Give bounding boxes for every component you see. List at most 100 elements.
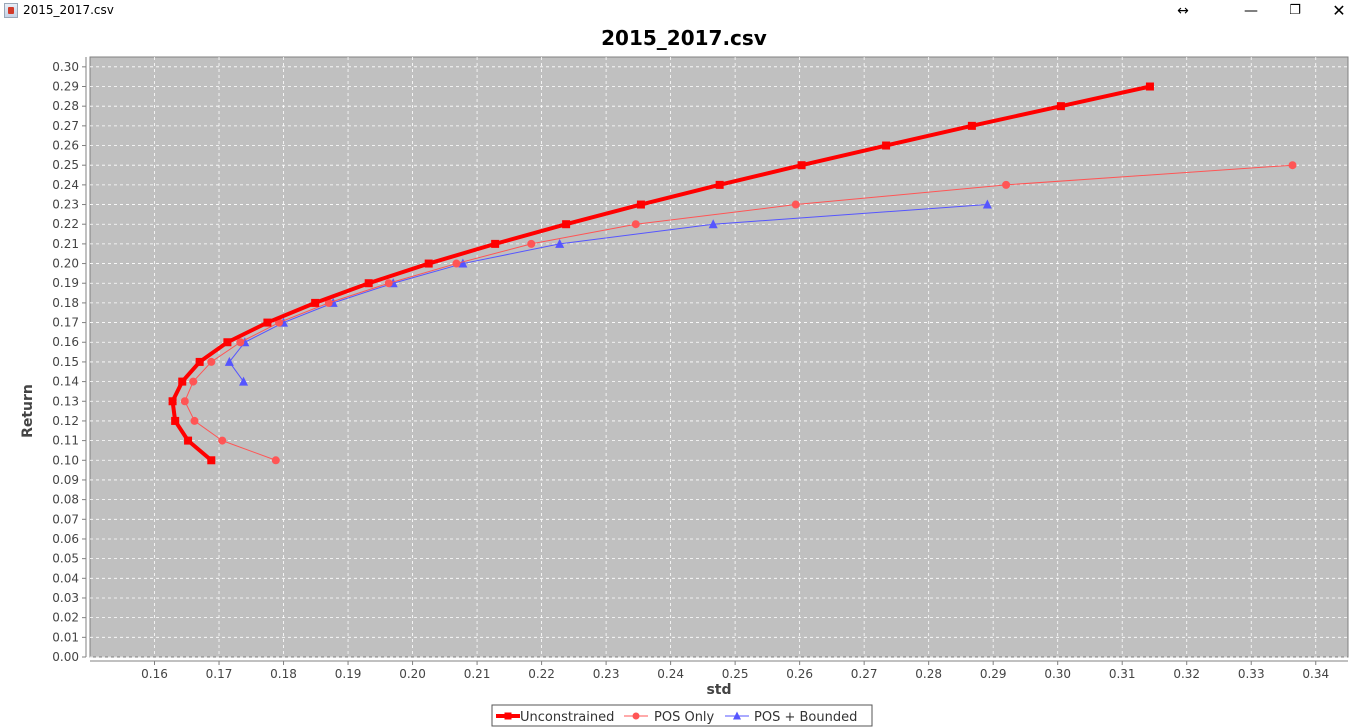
data-point-pos-only [236, 338, 245, 347]
x-tick-label: 0.16 [141, 667, 168, 681]
data-point-pos-only [324, 298, 333, 307]
y-tick-label: 0.05 [52, 552, 79, 566]
axes: 0.16 0.17 0.18 0.19 0.20 0.21 0.22 0.23 0.24 0.25… [52, 57, 1348, 681]
x-tick-label: 0.34 [1302, 667, 1329, 681]
data-point-unconstrained [1056, 102, 1065, 111]
x-axis-label: std [706, 682, 731, 698]
resize-arrows-icon[interactable]: ↔ [1177, 3, 1189, 19]
legend-box [491, 704, 873, 727]
series-line-pos-bounded [228, 204, 988, 382]
y-tick-label: 0.01 [52, 630, 79, 644]
y-tick-label: 0.22 [52, 217, 79, 231]
data-point-unconstrained [311, 298, 320, 307]
y-tick-label: 0.23 [52, 198, 79, 212]
minimize-button[interactable]: — [1244, 3, 1258, 19]
data-point-pos-only [1288, 161, 1297, 170]
data-point-unconstrained [223, 338, 232, 347]
data-point-pos-only [180, 397, 189, 406]
data-point-pos-only [271, 456, 280, 465]
y-tick-label: 0.00 [52, 650, 79, 664]
data-point-pos-bounded [224, 356, 234, 366]
java-app-icon [4, 3, 18, 18]
x-tick-label: 0.26 [786, 667, 813, 681]
y-tick-label: 0.13 [52, 394, 79, 408]
x-tick-label: 0.27 [851, 667, 878, 681]
x-tick-label: 0.24 [657, 667, 684, 681]
y-tick-label: 0.09 [52, 473, 79, 487]
legend-marker [733, 711, 741, 720]
chart-title: 2015_2017.csv [601, 26, 767, 50]
legend-marker [504, 712, 512, 720]
window-titlebar: 2015_2017.csv ↔ — ❐ ✕ [0, 0, 1366, 22]
data-point-pos-only [631, 220, 640, 229]
data-point-unconstrained [1145, 82, 1154, 91]
data-point-pos-bounded [239, 376, 249, 386]
y-tick-label: 0.04 [52, 571, 79, 585]
data-point-unconstrained [424, 259, 433, 268]
x-tick-label: 0.17 [206, 667, 233, 681]
y-tick-label: 0.12 [52, 414, 79, 428]
y-tick-label: 0.14 [52, 375, 79, 389]
data-point-unconstrained [364, 279, 373, 288]
data-point-unconstrained [967, 121, 976, 130]
y-tick-label: 0.20 [52, 257, 79, 271]
y-tick-label: 0.28 [52, 99, 79, 113]
data-point-pos-only [452, 259, 461, 268]
y-tick-label: 0.06 [52, 532, 79, 546]
x-tick-label: 0.32 [1173, 667, 1200, 681]
x-tick-label: 0.23 [593, 667, 620, 681]
y-tick-label: 0.10 [52, 453, 79, 467]
data-point-unconstrained [562, 220, 571, 229]
data-point-pos-bounded [458, 258, 468, 268]
restore-button[interactable]: ❐ [1289, 3, 1301, 18]
legend-item-unconstrained: Unconstrained [496, 710, 614, 725]
series-unconstrained [168, 82, 1154, 465]
plot-area [89, 56, 1349, 658]
data-point-pos-only [791, 200, 800, 209]
data-point-pos-only [189, 377, 198, 386]
legend-marker [632, 712, 640, 720]
y-tick-label: 0.11 [52, 434, 79, 448]
data-point-unconstrained [797, 161, 806, 170]
data-point-pos-only [527, 239, 536, 248]
x-tick-label: 0.18 [270, 667, 297, 681]
legend-label: Unconstrained [520, 710, 614, 725]
legend-label: POS Only [654, 710, 715, 725]
data-point-pos-only [207, 357, 216, 366]
data-point-unconstrained [491, 239, 500, 248]
y-tick-label: 0.18 [52, 296, 79, 310]
x-tick-label: 0.28 [915, 667, 942, 681]
y-tick-label: 0.17 [52, 316, 79, 330]
series-layer [168, 82, 1297, 465]
legend-label: POS + Bounded [754, 710, 857, 725]
data-point-unconstrained [263, 318, 272, 327]
x-tick-label: 0.19 [335, 667, 362, 681]
close-button[interactable]: ✕ [1332, 1, 1346, 20]
data-point-unconstrained [184, 436, 193, 445]
data-point-pos-only [384, 279, 393, 288]
data-point-unconstrained [636, 200, 645, 209]
y-tick-label: 0.19 [52, 276, 79, 290]
window-title: 2015_2017.csv [23, 3, 114, 17]
legend: Unconstrained POS Only POS + Bounded [491, 704, 873, 727]
x-tick-label: 0.30 [1044, 667, 1071, 681]
data-point-unconstrained [178, 377, 187, 386]
x-tick-label: 0.22 [528, 667, 555, 681]
data-point-unconstrained [195, 357, 204, 366]
data-point-unconstrained [168, 397, 177, 406]
data-point-pos-only [1002, 180, 1011, 189]
y-tick-label: 0.25 [52, 158, 79, 172]
data-point-pos-only [218, 436, 227, 445]
series-pos-only [180, 161, 1297, 465]
legend-item-pos-only: POS Only [624, 710, 715, 725]
x-tick-label: 0.21 [464, 667, 491, 681]
data-point-pos-bounded [982, 199, 992, 209]
y-tick-label: 0.24 [52, 178, 79, 192]
data-point-unconstrained [207, 456, 216, 465]
y-tick-label: 0.02 [52, 611, 79, 625]
y-tick-label: 0.07 [52, 512, 79, 526]
grid-lines [90, 57, 1348, 658]
x-tick-label: 0.33 [1238, 667, 1265, 681]
y-tick-label: 0.15 [52, 355, 79, 369]
